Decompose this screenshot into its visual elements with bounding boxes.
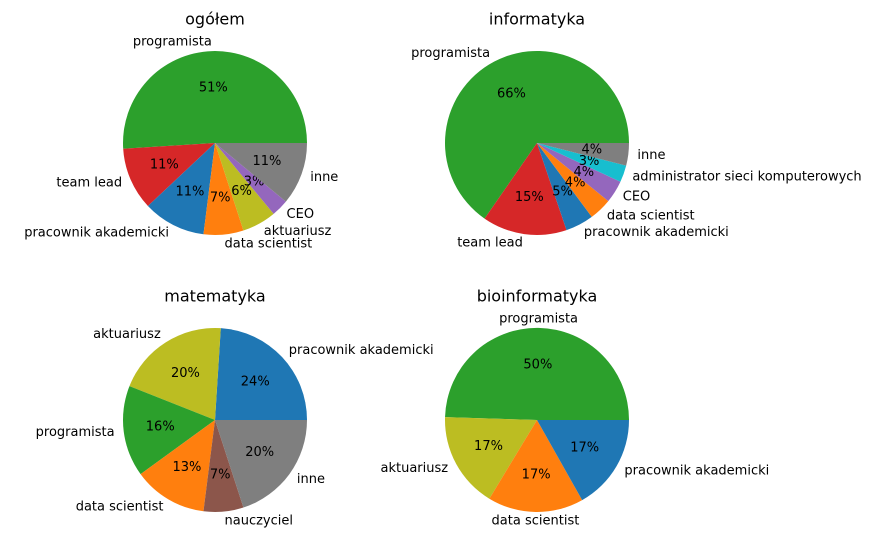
slice-percent-pracownik-akademicki: 17% bbox=[570, 440, 599, 455]
pie-slice-programista bbox=[445, 50, 629, 219]
slice-percent-data-scientist: 17% bbox=[522, 468, 551, 483]
pie-slice-team-lead bbox=[123, 143, 215, 206]
slice-label-aktuariusz: aktuariusz bbox=[380, 461, 448, 476]
slice-percent-inne: 11% bbox=[252, 154, 281, 169]
slice-label-programista: programista bbox=[133, 34, 212, 49]
slice-percent-pracownik-akademicki: 24% bbox=[241, 375, 270, 390]
slice-label-programista: programista bbox=[499, 311, 578, 326]
slice-percent-programista: 50% bbox=[523, 357, 552, 372]
pie-slice-inne bbox=[215, 420, 307, 508]
slice-label-data-scientist: data scientist bbox=[76, 500, 164, 515]
slice-percent-pracownik-akademicki: 5% bbox=[552, 184, 573, 199]
slice-label-inne: inne bbox=[297, 472, 325, 487]
slice-percent-nauczyciel: 7% bbox=[210, 467, 231, 482]
pie-slice-administrator-sieci-komputerowych bbox=[537, 143, 627, 182]
pie-chart-matematyka: matematyka pracownik akademicki 24% aktuari… bbox=[36, 287, 434, 529]
pie-slice-pracownik-akademicki bbox=[215, 328, 307, 420]
slice-label-data-scientist: data scientist bbox=[225, 236, 313, 251]
slice-percent-team-lead: 15% bbox=[515, 190, 544, 205]
slice-percent-data-scientist: 7% bbox=[210, 190, 231, 205]
slice-label-data-scientist: data scientist bbox=[607, 209, 695, 224]
pie-slice-data-scientist bbox=[489, 420, 583, 512]
pie-slice-pracownik-akademicki bbox=[147, 143, 215, 235]
slice-label-aktuariusz: aktuariusz bbox=[93, 327, 161, 342]
slice-label-ceo: CEO bbox=[623, 189, 651, 204]
slice-percent-team-lead: 11% bbox=[150, 157, 179, 172]
pie-slice-pracownik-akademicki bbox=[537, 420, 629, 501]
slice-label-administrator-sieci-komputerowych: administrator sieci komputerowych bbox=[632, 169, 861, 184]
chart-title: bioinformatyka bbox=[477, 287, 598, 306]
slice-label-pracownik-akademicki: pracownik akademicki bbox=[24, 226, 169, 241]
pie-slice-data-scientist bbox=[140, 420, 215, 512]
pie-slice-data-scientist bbox=[537, 143, 609, 217]
chart-title: ogółem bbox=[185, 10, 245, 29]
slice-label-pracownik-akademicki: pracownik akademicki bbox=[624, 464, 769, 479]
slice-label-programista: programista bbox=[36, 425, 115, 440]
slice-percent-pracownik-akademicki: 11% bbox=[175, 185, 204, 200]
pie-slice-programista bbox=[445, 327, 630, 420]
pie-chart-bioinformatyka: bioinformatyka programista 50% aktuariusz 17… bbox=[380, 287, 769, 529]
slice-percent-administrator-sieci-komputerowych: 3% bbox=[579, 154, 600, 169]
slice-percent-data-scientist: 4% bbox=[565, 175, 586, 190]
pie-chart-informatyka: informatyka programista 66% team lead 15% pra… bbox=[411, 10, 862, 251]
slice-label-ceo: CEO bbox=[287, 207, 315, 222]
pie-slice-nauczyciel bbox=[203, 420, 244, 512]
slice-label-nauczyciel: nauczyciel bbox=[225, 513, 293, 528]
pie-slice-aktuariusz bbox=[444, 417, 537, 499]
slice-label-pracownik-akademicki: pracownik akademicki bbox=[289, 343, 434, 358]
pie-slice-ceo bbox=[537, 143, 621, 202]
slice-percent-aktuariusz: 17% bbox=[474, 439, 503, 454]
slice-percent-programista: 16% bbox=[146, 419, 175, 434]
slice-label-data-scientist: data scientist bbox=[492, 514, 580, 529]
slice-percent-data-scientist: 13% bbox=[172, 460, 201, 475]
pie-slice-programista bbox=[123, 51, 308, 149]
slice-label-programista: programista bbox=[411, 46, 490, 61]
slice-percent-ceo: 4% bbox=[573, 165, 594, 180]
pie-slice-data-scientist bbox=[203, 143, 244, 235]
slice-label-pracownik-akademicki: pracownik akademicki bbox=[584, 225, 729, 240]
pie-slice-inne bbox=[215, 143, 307, 202]
pie-slice-inne bbox=[537, 143, 629, 166]
pie-slice-aktuariusz bbox=[129, 327, 221, 420]
slice-percent-programista: 51% bbox=[199, 80, 228, 95]
slice-percent-inne: 20% bbox=[245, 445, 274, 460]
slice-label-inne: inne bbox=[637, 148, 665, 163]
chart-title: matematyka bbox=[164, 287, 265, 306]
slice-percent-inne: 4% bbox=[581, 142, 602, 157]
slice-label-team-lead: team lead bbox=[56, 176, 122, 191]
slice-label-team-lead: team lead bbox=[457, 236, 523, 251]
slice-label-inne: inne bbox=[310, 170, 338, 185]
pie-chart-og-em: ogółem programista 51% team lead 11% pracowni… bbox=[24, 10, 338, 252]
pie-slice-pracownik-akademicki bbox=[537, 143, 592, 231]
pie-slice-ceo bbox=[215, 143, 286, 214]
slice-percent-aktuariusz: 6% bbox=[231, 184, 252, 199]
slice-label-aktuariusz: aktuariusz bbox=[264, 224, 332, 239]
chart-title: informatyka bbox=[489, 10, 585, 29]
pie-slice-programista bbox=[122, 386, 215, 475]
pie-slice-team-lead bbox=[484, 143, 567, 236]
pie-slice-aktuariusz bbox=[215, 143, 274, 231]
slice-percent-aktuariusz: 20% bbox=[171, 366, 200, 381]
slice-percent-programista: 66% bbox=[497, 87, 526, 102]
